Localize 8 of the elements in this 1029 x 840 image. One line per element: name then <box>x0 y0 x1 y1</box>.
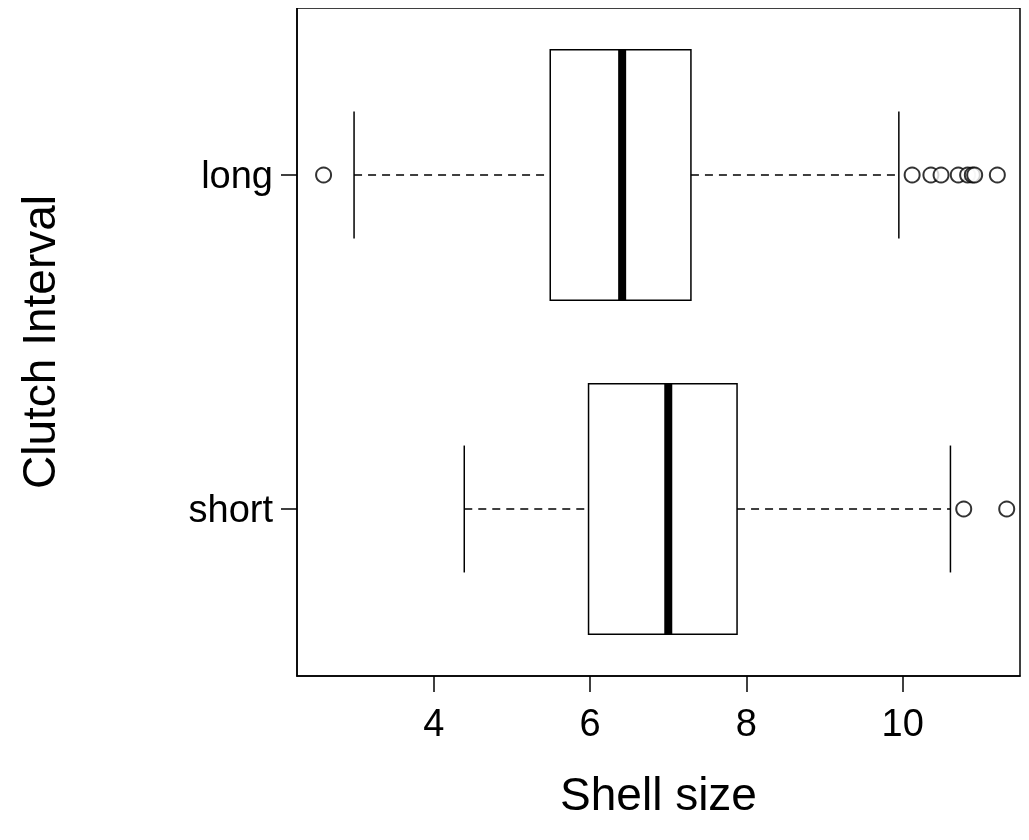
x-axis-title: Shell size <box>560 768 757 820</box>
y-axis-title: Clutch Interval <box>13 194 65 490</box>
y-tick-label: long <box>201 154 273 196</box>
x-tick-label: 6 <box>579 702 601 744</box>
x-tick-label: 10 <box>881 702 924 744</box>
y-tick-label: short <box>188 488 274 530</box>
x-tick-label: 4 <box>423 702 445 744</box>
x-tick-label: 8 <box>735 702 757 744</box>
